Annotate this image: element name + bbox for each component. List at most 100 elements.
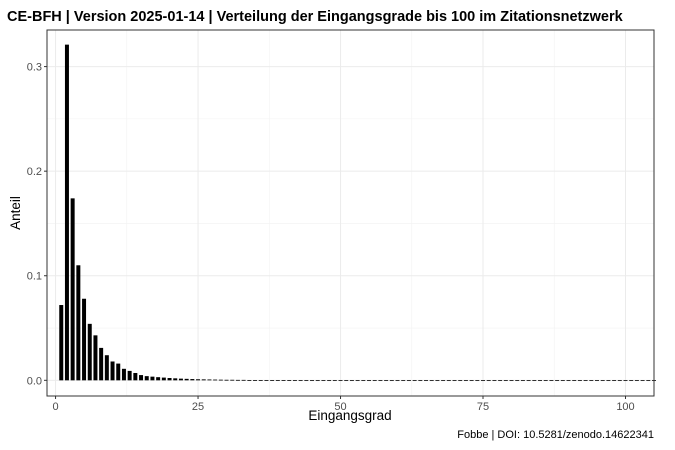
bar [509, 380, 514, 382]
bar [235, 379, 240, 381]
bar [634, 380, 639, 382]
bar [64, 44, 69, 381]
bar [378, 380, 383, 382]
bar [332, 380, 337, 382]
x-tick-label: 100 [616, 401, 634, 413]
bar [486, 380, 491, 382]
bar [167, 378, 172, 381]
bar [270, 380, 275, 381]
plot-panel [47, 30, 654, 396]
y-tick-label: 0.2 [27, 166, 42, 178]
bar [59, 305, 64, 381]
bar [640, 380, 645, 382]
bar [82, 298, 87, 381]
bar [617, 380, 622, 382]
bar [184, 378, 189, 381]
bar [161, 377, 166, 381]
bar [70, 198, 75, 381]
bar [595, 380, 599, 382]
bar [429, 380, 434, 382]
bar [116, 363, 121, 381]
x-tick-label: 0 [52, 401, 58, 413]
bar [498, 380, 503, 382]
bar [207, 379, 212, 381]
bar [121, 368, 126, 381]
chart-caption: Fobbe | DOI: 10.5281/zenodo.14622341 [457, 429, 654, 441]
bar [367, 380, 372, 382]
bar [344, 380, 349, 382]
bar [543, 380, 548, 382]
bar [424, 380, 429, 382]
chart-title: CE-BFH | Version 2025-01-14 | Verteilung… [7, 9, 624, 25]
bar [629, 380, 634, 382]
bar [560, 380, 565, 382]
bar [549, 380, 554, 382]
bar [241, 379, 246, 381]
bar [503, 380, 508, 382]
bar [475, 380, 480, 382]
bars [59, 44, 656, 382]
bar [538, 380, 543, 382]
bar [526, 380, 531, 382]
bar [327, 380, 332, 382]
bar [292, 380, 297, 382]
bar [583, 380, 588, 382]
bar [190, 379, 195, 381]
x-tick-label: 50 [334, 401, 346, 413]
bar [589, 380, 594, 382]
bar [264, 380, 269, 381]
bar [452, 380, 457, 382]
bar [492, 380, 497, 382]
bar [412, 380, 417, 382]
bar [224, 379, 229, 381]
bar [435, 380, 440, 382]
bar [104, 355, 109, 381]
bar [173, 378, 178, 381]
bar [532, 380, 537, 382]
bar [469, 380, 474, 382]
bar [355, 380, 360, 382]
bar [612, 380, 617, 382]
bar [555, 380, 560, 382]
bar [201, 379, 206, 381]
y-tick-label: 0.1 [27, 271, 42, 283]
bar [372, 380, 377, 382]
bar [258, 380, 263, 381]
bar [566, 380, 571, 382]
bar [321, 380, 326, 382]
bar [298, 380, 303, 382]
x-axis-title: Eingangsgrad [308, 408, 391, 423]
bar [218, 379, 223, 381]
grid [47, 30, 654, 396]
bar [395, 380, 400, 382]
bar [315, 380, 320, 382]
bar [623, 380, 628, 382]
bar [349, 380, 354, 382]
bar [304, 380, 309, 382]
bar [110, 361, 115, 381]
bar [253, 380, 258, 381]
bar [384, 380, 389, 382]
bar [481, 380, 486, 382]
bar [133, 372, 138, 381]
bar [572, 380, 577, 382]
plot-border [46, 29, 655, 397]
bar [310, 380, 315, 382]
bar [441, 380, 446, 382]
bar [361, 380, 366, 382]
bar [600, 380, 605, 382]
bar [127, 370, 132, 381]
bar [458, 380, 463, 382]
bar [196, 379, 201, 381]
y-tick-label: 0.3 [27, 62, 42, 74]
bar [275, 380, 280, 381]
bar [515, 380, 520, 382]
bar [520, 380, 525, 382]
bar [156, 377, 161, 381]
bar [401, 380, 406, 382]
y-tick-label: 0.0 [27, 375, 42, 387]
bar [606, 380, 611, 382]
bar [646, 380, 651, 382]
bar [247, 380, 252, 381]
bar [93, 335, 98, 381]
